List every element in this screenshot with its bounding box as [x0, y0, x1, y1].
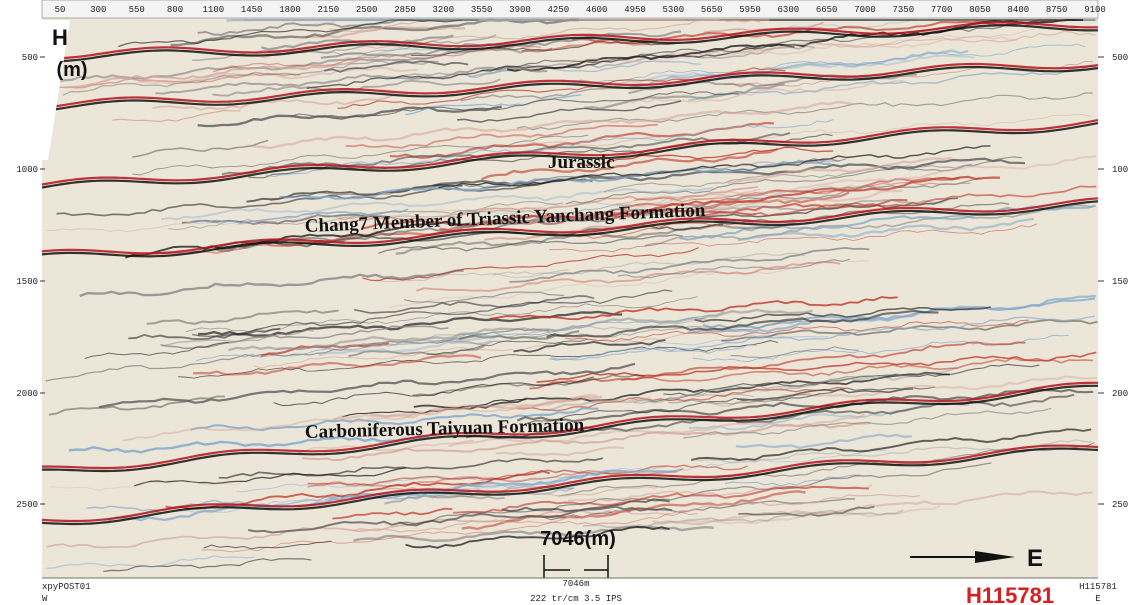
- top-tick-label: 7000: [854, 5, 876, 15]
- top-tick-label: 9100: [1084, 5, 1106, 15]
- seismic-figure: 50 300 550 800 1100 1450 1800 2150 2500 2850 3200 3…: [0, 0, 1136, 605]
- top-tick-label: 4250: [548, 5, 570, 15]
- top-tick-label: 300: [90, 5, 106, 15]
- left-tick-label: 2000: [16, 389, 38, 399]
- top-tick-label: 7350: [893, 5, 915, 15]
- footer-dir-e: E: [1095, 594, 1100, 604]
- annotation: Jurassic: [548, 152, 615, 173]
- top-tick-label: 3200: [433, 5, 455, 15]
- axis-unit: (m): [56, 59, 87, 81]
- left-axis: 500 1000 1500 2000 2500: [16, 53, 45, 510]
- top-tick-label: 2500: [356, 5, 378, 15]
- top-tick-label: 800: [167, 5, 183, 15]
- footer-scale-small: 7046m: [562, 579, 589, 589]
- top-tick-label: 1800: [279, 5, 301, 15]
- top-tick-label: 3550: [471, 5, 493, 15]
- top-tick-label: 1450: [241, 5, 263, 15]
- axis-title: H: [52, 25, 68, 50]
- top-tick-label: 2150: [318, 5, 340, 15]
- left-tick-label: 2500: [16, 500, 38, 510]
- footer-line-name: xpyPOST01: [42, 582, 91, 592]
- right-tick-label: 150: [1112, 277, 1128, 287]
- top-tick-label: 4600: [586, 5, 608, 15]
- right-tick-label: 500: [1112, 53, 1128, 63]
- right-axis: 500 100 150 200 250: [1098, 53, 1128, 510]
- left-tick-label: 1000: [16, 165, 38, 175]
- top-tick-label: 8400: [1008, 5, 1030, 15]
- left-tick-label: 1500: [16, 277, 38, 287]
- right-tick-label: 200: [1112, 389, 1128, 399]
- top-tick-label: 5300: [663, 5, 685, 15]
- top-tick-label: 3900: [509, 5, 531, 15]
- scale-bar-label: 7046(m): [540, 528, 616, 550]
- top-tick-label: 8750: [1046, 5, 1068, 15]
- top-tick-label: 5650: [701, 5, 723, 15]
- top-tick-label: 6650: [816, 5, 838, 15]
- footer-id-small: H115781: [1079, 582, 1117, 592]
- top-tick-label: 5950: [739, 5, 761, 15]
- line-id: H115781: [966, 583, 1054, 605]
- top-tick-label: 2850: [394, 5, 416, 15]
- top-tick-label: 4950: [624, 5, 646, 15]
- right-tick-label: 100: [1112, 165, 1128, 175]
- top-tick-label: 50: [55, 5, 66, 15]
- right-tick-label: 250: [1112, 500, 1128, 510]
- left-tick-label: 500: [22, 53, 38, 63]
- top-tick-label: 6300: [778, 5, 800, 15]
- footer-dir-w: W: [42, 594, 48, 604]
- footer-center: 222 tr/cm 3.5 IPS: [530, 594, 622, 604]
- top-tick-label: 8050: [969, 5, 991, 15]
- top-tick-label: 1100: [203, 5, 225, 15]
- top-tick-label: 550: [129, 5, 145, 15]
- direction-label: E: [1027, 545, 1043, 572]
- top-tick-label: 7700: [931, 5, 953, 15]
